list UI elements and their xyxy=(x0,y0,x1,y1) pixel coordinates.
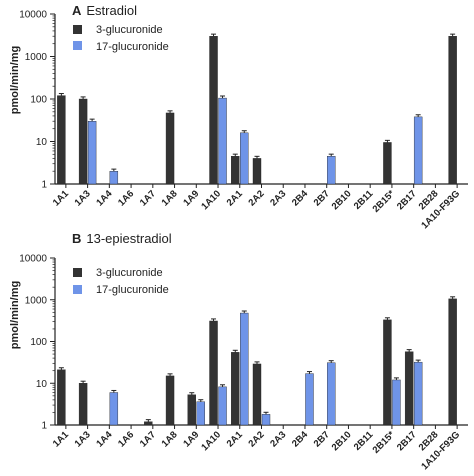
bar-17-glucuronide-1a10 xyxy=(218,97,227,185)
bar-3-glucuronide-1a1 xyxy=(57,369,66,426)
bar-3-glucuronide-2a1 xyxy=(231,352,240,426)
x-tick-label-1a8: 1A8 xyxy=(160,429,180,449)
bar-3-glucuronide-1a8 xyxy=(165,375,175,426)
y-tick-label: 100 xyxy=(30,337,47,348)
x-tick-label-2b7: 2B7 xyxy=(312,188,332,208)
bar-3-glucuronide-1a10 xyxy=(209,320,218,426)
bar-17-glucuronide-2b17 xyxy=(413,116,423,185)
x-tick-label-1a9: 1A9 xyxy=(181,188,201,208)
bars xyxy=(57,33,457,185)
x-tick-label-1a3: 1A3 xyxy=(73,188,93,208)
y-axis-label: pmol/min/mg xyxy=(9,46,21,114)
bar-3-glucuronide-2b17 xyxy=(404,351,414,426)
bar-3-glucuronide-1a10 xyxy=(209,36,218,185)
x-tick-label-2b17: 2B17 xyxy=(395,429,419,453)
x-tick-label-2b4: 2B4 xyxy=(290,429,311,450)
bar-17-glucuronide-2b15 xyxy=(392,379,401,426)
x-tick-label-2a1: 2A1 xyxy=(225,429,246,450)
bar-17-glucuronide-2a1 xyxy=(240,132,249,185)
bar-17-glucuronide-1a10 xyxy=(218,386,227,426)
x-tick-label-2a3: 2A3 xyxy=(268,188,288,208)
bar-17-glucuronide-1a4 xyxy=(109,171,119,185)
legend-label-3-glucuronide: 3-glucuronide xyxy=(96,267,163,279)
x-tick-label-1a9: 1A9 xyxy=(181,429,201,449)
x-tick-label-2a1: 2A1 xyxy=(225,188,246,209)
bar-17-glucuronide-2b7 xyxy=(327,362,336,426)
y-tick-label: 10000 xyxy=(19,10,47,21)
panel-title: A Estradiol xyxy=(72,3,137,18)
x-tick-label-2b10: 2B10 xyxy=(330,188,354,212)
bar-3-glucuronide-1a9 xyxy=(187,394,196,426)
x-tick-label-2b4: 2B4 xyxy=(290,188,311,209)
panel-a-estradiol: pmol/min/mg A Estradiol 3-glucuronide 17-… xyxy=(9,3,468,231)
legend-swatch-3-glucuronide xyxy=(73,25,82,34)
x-tick-label-1a3: 1A3 xyxy=(73,429,93,449)
bar-17-glucuronide-1a9 xyxy=(196,401,205,426)
legend-label-17-glucuronide: 17-glucuronide xyxy=(96,41,169,53)
x-tick-label-1a6: 1A6 xyxy=(116,188,136,208)
y-tick-label: 1000 xyxy=(25,295,48,306)
y-tick-label: 10 xyxy=(36,379,48,390)
x-tick-label-2b15: 2B15* xyxy=(371,429,398,456)
x-tick-label-2b10: 2B10 xyxy=(330,429,354,453)
y-tick-label: 100 xyxy=(30,95,47,106)
x-tick-label-2b17: 2B17 xyxy=(395,188,419,212)
x-tick-label-1a8: 1A8 xyxy=(160,188,180,208)
x-tick-label-1a10: 1A10 xyxy=(199,188,223,212)
bar-3-glucuronide-1a10-f93g xyxy=(448,36,457,185)
bar-17-glucuronide-2a1 xyxy=(240,312,249,426)
panel-title-text: Estradiol xyxy=(86,3,137,18)
bar-17-glucuronide-1a3 xyxy=(87,121,97,185)
panel-b-13-epiestradiol: pmol/min/mg B 13-epiestradiol 3-glucuroni… xyxy=(9,231,468,472)
x-tick-label-1a10: 1A10 xyxy=(199,429,223,453)
bar-17-glucuronide-1a4 xyxy=(109,392,119,426)
legend-swatch-3-glucuronide xyxy=(73,268,82,277)
x-tick-label-2a3: 2A3 xyxy=(268,429,288,449)
legend-label-17-glucuronide: 17-glucuronide xyxy=(96,284,169,296)
x-tick-label-1a4: 1A4 xyxy=(94,188,115,209)
bar-17-glucuronide-2b4 xyxy=(305,373,314,426)
panel-title-text: 13-epiestradiol xyxy=(86,231,171,246)
bar-3-glucuronide-1a3 xyxy=(78,383,88,426)
x-tick-label-1a4: 1A4 xyxy=(94,429,115,450)
panel-title: B 13-epiestradiol xyxy=(72,231,172,246)
bar-17-glucuronide-2b17 xyxy=(413,361,423,426)
bar-3-glucuronide-2a2 xyxy=(252,158,262,185)
y-tick-label: 1 xyxy=(41,180,47,191)
x-tick-label-2b7: 2B7 xyxy=(312,429,332,449)
y-tick-label: 10 xyxy=(36,137,48,148)
bars xyxy=(57,296,457,426)
y-axis-label: pmol/min/mg xyxy=(9,281,21,349)
legend: 3-glucuronide 17-glucuronide xyxy=(73,24,169,53)
x-tick-label-2a2: 2A2 xyxy=(247,188,267,208)
y-tick-label: 1000 xyxy=(25,52,48,63)
bar-3-glucuronide-1a10-f93g xyxy=(448,298,457,426)
x-tick-label-1a7: 1A7 xyxy=(138,188,158,208)
panel-letter: B xyxy=(72,231,81,246)
bar-3-glucuronide-2b15 xyxy=(383,142,392,185)
x-tick-label-2b15: 2B15* xyxy=(371,188,398,215)
x-tick-label-1a1: 1A1 xyxy=(51,429,72,450)
bar-17-glucuronide-2a2 xyxy=(261,414,271,426)
bar-3-glucuronide-1a7 xyxy=(144,421,153,426)
bar-3-glucuronide-1a3 xyxy=(78,98,88,185)
bar-3-glucuronide-2a1 xyxy=(231,156,240,185)
bar-3-glucuronide-1a1 xyxy=(57,95,66,185)
bar-17-glucuronide-2b7 xyxy=(327,156,336,185)
legend-swatch-17-glucuronide xyxy=(73,41,82,50)
bar-3-glucuronide-2b15 xyxy=(383,319,392,426)
x-tick-label-1a1: 1A1 xyxy=(51,188,72,209)
panel-letter: A xyxy=(72,3,82,18)
x-tick-label-1a7: 1A7 xyxy=(138,429,158,449)
bar-3-glucuronide-2a2 xyxy=(252,363,262,426)
bar-3-glucuronide-1a8 xyxy=(165,112,175,185)
y-tick-label: 10000 xyxy=(19,254,47,265)
legend-swatch-17-glucuronide xyxy=(73,285,82,294)
x-tick-label-2a2: 2A2 xyxy=(247,429,267,449)
legend-label-3-glucuronide: 3-glucuronide xyxy=(96,24,163,36)
legend: 3-glucuronide 17-glucuronide xyxy=(73,267,169,296)
y-tick-label: 1 xyxy=(41,421,47,432)
x-tick-label-1a6: 1A6 xyxy=(116,429,136,449)
